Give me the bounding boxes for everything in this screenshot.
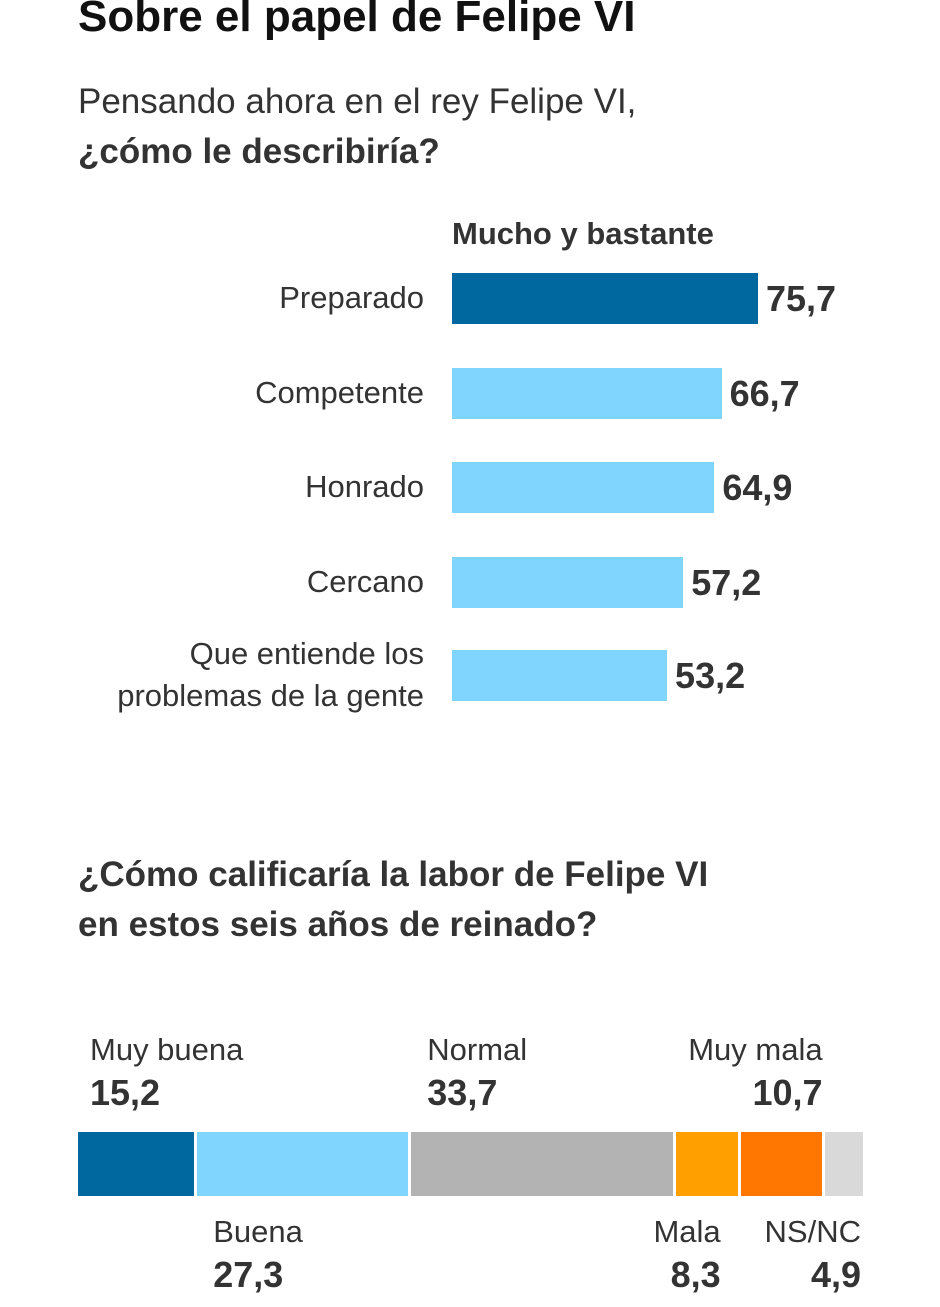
category-label-line: Competente (255, 375, 424, 410)
category-label: Cercano (307, 561, 424, 603)
segment-value: 8,3 (670, 1254, 721, 1295)
bar-value-label: 53,2 (675, 655, 746, 696)
bar (452, 368, 722, 419)
segment-value: 33,7 (427, 1072, 498, 1113)
question-text: ¿cómo le describiría? (78, 132, 440, 171)
bar-value-label: 57,2 (691, 562, 762, 603)
bar (452, 650, 668, 701)
category-label-line: Cercano (306, 564, 424, 599)
segment-label: Normal (427, 1032, 528, 1067)
stacked-segment (411, 1132, 673, 1196)
segment-value: 4,9 (810, 1254, 861, 1295)
stacked-segment (740, 1132, 822, 1196)
segment-label: NS/NC (764, 1214, 861, 1249)
chart-subtitle: Pensando ahora en el rey Felipe VI, (78, 82, 637, 121)
segment-label: Muy mala (688, 1032, 823, 1067)
category-label: Que entiende los problemas de la gente (117, 633, 424, 717)
question-2-line-2: en estos seis años de reinado? (78, 905, 598, 944)
category-label: Preparado (279, 277, 424, 319)
segment-value: 15,2 (90, 1072, 161, 1113)
stacked-segment (824, 1132, 863, 1196)
category-label-line: Preparado (279, 280, 424, 315)
stacked-segment (675, 1132, 738, 1196)
segment-label: Mala (653, 1214, 721, 1249)
bar (452, 557, 684, 608)
bar-value-label: 64,9 (722, 467, 793, 508)
stacked-segment (197, 1132, 409, 1196)
category-label: Competente (255, 372, 424, 414)
segment-label: Buena (213, 1214, 303, 1249)
bars-header: Mucho y bastante (452, 216, 714, 251)
segment-value: 10,7 (752, 1072, 823, 1113)
stacked-segment (78, 1132, 195, 1196)
category-label-line: Que entiende los (189, 636, 424, 671)
bar (452, 273, 758, 324)
bar-value-label: 75,7 (766, 278, 837, 319)
category-label: Honrado (305, 466, 424, 508)
question-2: ¿Cómo calificaría la labor de Felipe VI … (78, 850, 708, 950)
segment-label: Muy buena (90, 1032, 244, 1067)
bar-value-label: 66,7 (729, 373, 800, 414)
category-label-line: problemas de la gente (117, 678, 424, 713)
category-label-line: Honrado (305, 469, 424, 504)
bar (452, 462, 715, 513)
segment-value: 27,3 (213, 1254, 284, 1295)
chart-title: Sobre el papel de Felipe VI (78, 0, 636, 41)
question-2-line-1: ¿Cómo calificaría la labor de Felipe VI (78, 855, 709, 894)
